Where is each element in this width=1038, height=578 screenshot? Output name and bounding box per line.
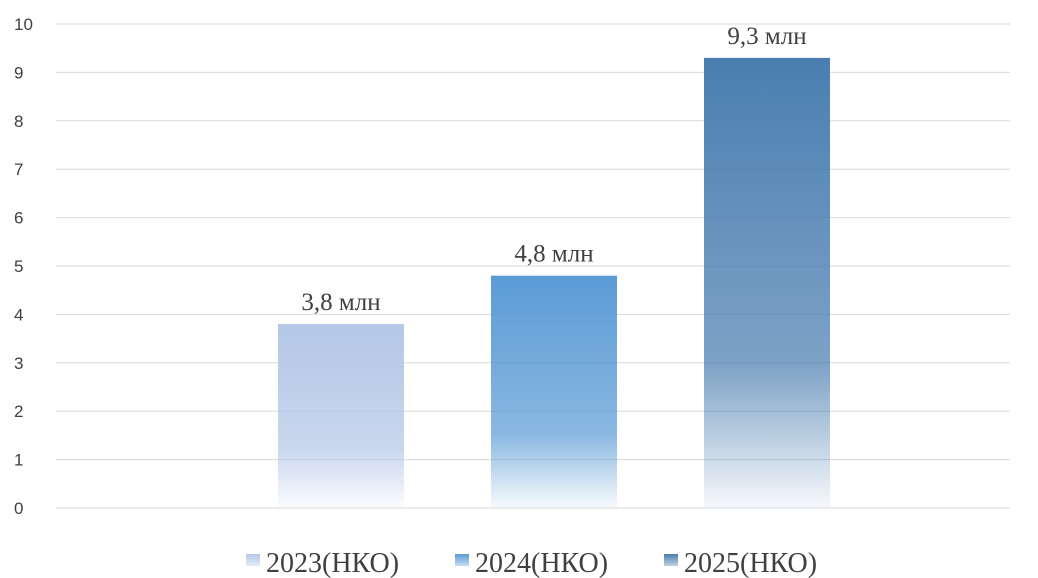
legend-label-1: 2023(НКО) [266,548,399,578]
data-label-2: 4,8 млн [514,241,593,268]
bar-2 [491,275,617,508]
legend-label-3: 2025(НКО) [684,548,817,578]
y-tick-label: 0 [14,499,23,518]
y-tick-label: 7 [14,160,23,179]
data-label-1: 3,8 млн [301,289,380,316]
y-tick-label: 2 [14,402,23,421]
y-tick-label: 10 [14,15,33,34]
data-labels: 3,8 млн 4,8 млн 9,3 млн [301,23,806,316]
y-tick-label: 1 [14,451,23,470]
y-axis-ticks: 0 1 2 3 4 5 6 7 8 9 10 [14,15,33,518]
data-label-3: 9,3 млн [727,23,806,50]
y-tick-label: 6 [14,209,23,228]
bar-3 [704,57,830,508]
y-tick-label: 8 [14,112,23,131]
legend-swatch-3 [664,554,678,566]
legend-label-2: 2024(НКО) [475,548,608,578]
bars [278,57,830,508]
bar-1 [278,324,404,508]
y-tick-label: 3 [14,354,23,373]
y-tick-label: 9 [14,63,23,82]
legend: 2023(НКО) 2024(НКО) 2025(НКО) [246,548,817,578]
y-tick-label: 5 [14,257,23,276]
legend-swatch-1 [246,554,260,566]
legend-swatch-2 [455,554,469,566]
y-tick-label: 4 [14,305,23,324]
